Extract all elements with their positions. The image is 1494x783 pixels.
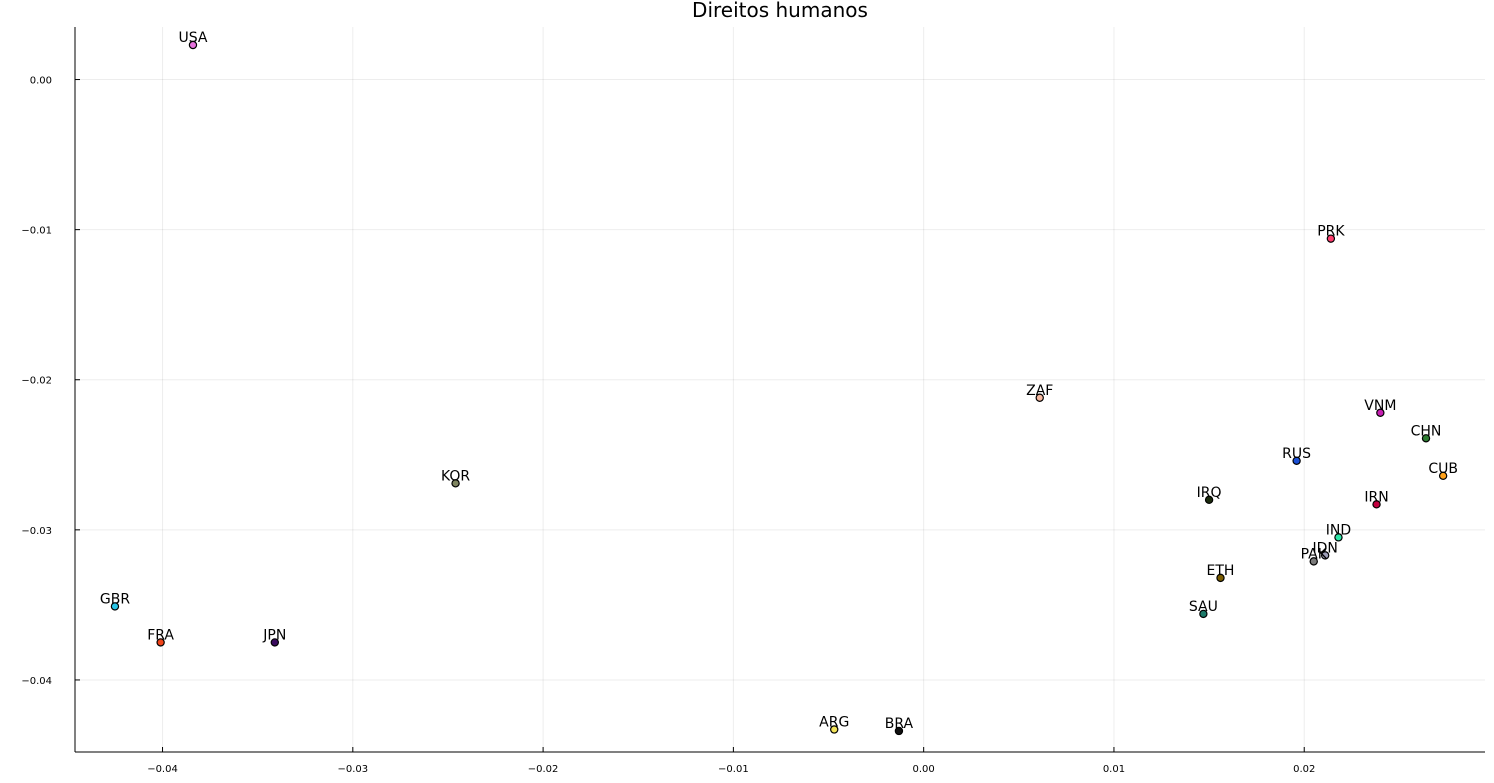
data-point-idn: [1320, 551, 1330, 560]
data-point-usa: [188, 40, 198, 50]
data-point-eth: [1216, 573, 1225, 583]
x-tick-label: 0.01: [1103, 764, 1125, 775]
data-point-pak: [1309, 557, 1318, 566]
x-tick-label: −0.04: [147, 764, 178, 775]
y-tick-label: −0.04: [21, 676, 52, 687]
data-point-rus: [1292, 456, 1301, 465]
data-point-cub: [1438, 471, 1448, 481]
point-label-vnm: VNM: [1364, 398, 1396, 414]
data-point-zaf: [1035, 393, 1044, 402]
tick-marks: [75, 79, 1305, 752]
point-label-bra: BRA: [885, 716, 914, 732]
data-point-kor: [451, 479, 460, 488]
y-tick-label: 0.00: [30, 76, 52, 87]
point-label-zaf: ZAF: [1026, 383, 1053, 399]
point-label-arg: ARG: [819, 714, 849, 730]
point-label-sau: SAU: [1189, 599, 1218, 615]
point-label-ind: IND: [1326, 522, 1351, 538]
data-point-sau: [1199, 609, 1208, 619]
x-tick-label: 0.00: [913, 764, 935, 775]
data-point-irq: [1204, 495, 1214, 505]
point-label-gbr: GBR: [100, 591, 130, 607]
data-point-ind: [1334, 533, 1343, 542]
point-label-irq: IRQ: [1197, 485, 1222, 501]
x-tick-label: 0.02: [1293, 764, 1315, 775]
axes: [74, 27, 1485, 753]
data-point-fra: [156, 638, 165, 647]
data-point-prk: [1326, 234, 1336, 243]
point-label-rus: RUS: [1282, 446, 1311, 462]
point-label-fra: FRA: [147, 627, 174, 643]
data-point-irn: [1372, 500, 1381, 509]
point-label-irn: IRN: [1364, 489, 1388, 505]
point-label-cub: CUB: [1428, 461, 1458, 477]
y-tick-label: −0.02: [21, 376, 52, 387]
data-point-vnm: [1376, 408, 1385, 417]
point-label-jpn: JPN: [262, 627, 286, 643]
chart-title: Direitos humanos: [692, 0, 868, 22]
data-point-gbr: [110, 602, 120, 611]
data-point-bra: [894, 726, 904, 736]
point-label-chn: CHN: [1411, 423, 1442, 439]
y-tick-label: −0.03: [21, 526, 52, 537]
data-point-chn: [1421, 434, 1431, 443]
data-points: [110, 40, 1448, 736]
data-point-jpn: [270, 638, 279, 647]
x-tick-label: −0.02: [528, 764, 559, 775]
x-tick-label: −0.01: [718, 764, 749, 775]
point-label-kor: KOR: [441, 468, 470, 484]
point-label-eth: ETH: [1207, 563, 1235, 579]
point-label-prk: PRK: [1317, 224, 1345, 240]
x-tick-label: −0.03: [337, 764, 368, 775]
tick-labels: −0.04 −0.03 −0.02 −0.01 0.00 0.01 0.02 0.00 −0.0…: [21, 76, 1315, 775]
point-label-pak: PAK: [1301, 546, 1328, 562]
grid-lines: [75, 27, 1485, 752]
point-label-usa: USA: [178, 30, 207, 46]
y-tick-label: −0.01: [21, 226, 52, 237]
data-point-arg: [830, 725, 839, 734]
point-label-idn: IDN: [1312, 540, 1337, 556]
